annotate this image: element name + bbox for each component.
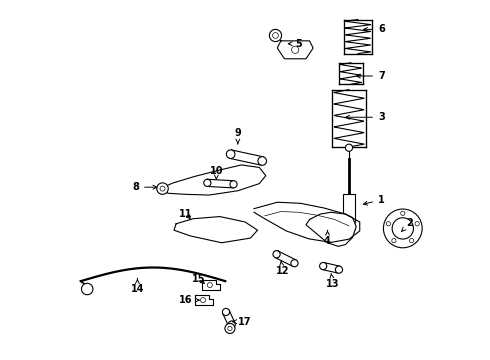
Circle shape — [392, 239, 396, 243]
Text: 15: 15 — [192, 274, 205, 284]
Text: 2: 2 — [402, 218, 414, 231]
Polygon shape — [322, 262, 340, 273]
Circle shape — [204, 179, 211, 186]
Circle shape — [335, 266, 343, 273]
Circle shape — [222, 309, 230, 316]
Polygon shape — [161, 165, 266, 195]
Text: 5: 5 — [288, 39, 302, 49]
Circle shape — [273, 251, 280, 258]
Text: 6: 6 — [364, 24, 385, 35]
Text: 7: 7 — [356, 71, 385, 81]
Circle shape — [226, 150, 235, 158]
Polygon shape — [306, 212, 356, 246]
Circle shape — [272, 33, 278, 39]
Circle shape — [225, 323, 235, 333]
Text: 14: 14 — [131, 279, 144, 294]
Circle shape — [228, 326, 232, 330]
Circle shape — [160, 186, 165, 191]
Circle shape — [157, 183, 168, 194]
Circle shape — [386, 222, 391, 226]
Circle shape — [258, 157, 267, 165]
Circle shape — [292, 46, 299, 53]
Circle shape — [270, 30, 282, 41]
Polygon shape — [201, 280, 220, 290]
Text: 1: 1 — [364, 195, 385, 205]
Circle shape — [207, 283, 212, 288]
Text: 10: 10 — [210, 166, 223, 179]
Circle shape — [392, 218, 414, 239]
Text: 3: 3 — [345, 112, 385, 122]
Polygon shape — [195, 295, 213, 305]
Polygon shape — [275, 251, 296, 266]
Text: 11: 11 — [179, 209, 193, 219]
Polygon shape — [277, 41, 313, 59]
Circle shape — [230, 181, 237, 188]
Text: 4: 4 — [324, 230, 331, 246]
Polygon shape — [230, 150, 263, 165]
Polygon shape — [207, 179, 234, 188]
Circle shape — [319, 262, 327, 270]
Text: 17: 17 — [232, 317, 252, 327]
FancyBboxPatch shape — [343, 194, 355, 230]
Text: 8: 8 — [132, 182, 157, 192]
Text: 13: 13 — [326, 274, 340, 289]
Circle shape — [345, 144, 353, 151]
Circle shape — [200, 298, 205, 303]
Circle shape — [291, 260, 298, 267]
Circle shape — [410, 239, 414, 243]
Polygon shape — [254, 202, 360, 242]
Polygon shape — [174, 217, 258, 243]
Text: 9: 9 — [234, 129, 241, 144]
Circle shape — [81, 283, 93, 295]
Text: 12: 12 — [276, 261, 290, 276]
Circle shape — [401, 211, 405, 215]
Circle shape — [415, 222, 419, 226]
Polygon shape — [223, 310, 235, 326]
Circle shape — [383, 209, 422, 248]
Circle shape — [228, 321, 235, 328]
Text: 16: 16 — [179, 295, 199, 305]
